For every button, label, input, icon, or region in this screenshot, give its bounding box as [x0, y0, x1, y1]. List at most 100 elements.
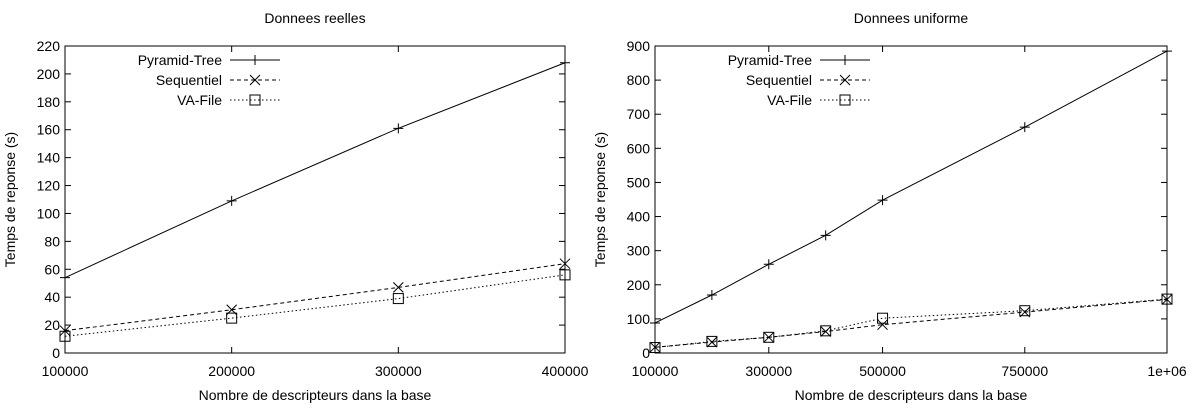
data-point-marker — [393, 123, 404, 134]
x-tick-label: 300000 — [375, 363, 422, 379]
plot-frame — [64, 45, 566, 354]
y-axis-label: Temps de reponse (s) — [592, 132, 608, 267]
legend-marker — [250, 55, 260, 65]
legend-label: Pyramid-Tree — [728, 52, 812, 68]
y-tick-label: 600 — [627, 140, 651, 156]
legend-marker — [839, 74, 851, 86]
x-tick-label: 100000 — [42, 363, 89, 379]
legend-entry: Sequentiel — [746, 72, 870, 88]
data-point-marker — [1161, 293, 1173, 305]
series-sequentiel — [59, 258, 571, 337]
x-tick-label: 400000 — [542, 363, 589, 379]
data-point-marker — [706, 290, 717, 301]
series-line — [64, 274, 566, 337]
series-pyramid-tree — [650, 46, 1172, 328]
legend-marker — [249, 94, 261, 106]
y-tick-label: 800 — [627, 72, 651, 88]
y-tick-label: 180 — [37, 94, 61, 110]
data-point-marker — [559, 258, 571, 270]
x-tick-label: 300000 — [745, 363, 792, 379]
legend-label: Sequentiel — [156, 72, 222, 88]
legend-label: Pyramid-Tree — [138, 52, 222, 68]
series-line — [64, 263, 566, 332]
data-point-marker — [706, 336, 718, 348]
y-tick-label: 0 — [642, 345, 650, 361]
legend-entry: VA-File — [767, 92, 870, 108]
legend-entry: Pyramid-Tree — [138, 52, 280, 68]
data-point-marker — [392, 282, 404, 293]
legend-marker — [249, 74, 261, 86]
y-tick-label: 220 — [37, 38, 61, 54]
series-line — [654, 298, 1168, 349]
y-tick-label: 200 — [37, 66, 61, 82]
data-point-marker — [877, 312, 889, 324]
data-point-marker — [1162, 46, 1172, 57]
y-tick-label: 200 — [627, 277, 651, 293]
y-axis-label: Temps de reponse (s) — [2, 132, 18, 267]
y-tick-label: 0 — [52, 345, 60, 361]
data-point-marker — [820, 326, 832, 337]
data-point-marker — [877, 195, 888, 206]
data-point-marker — [226, 195, 237, 206]
legend-label: VA-File — [177, 92, 222, 108]
chart-title: Donnees reelles — [264, 10, 365, 26]
data-point-marker — [226, 312, 238, 324]
chart-donnees-uniforme: Donnees uniforme 100000 300000 500000 750000… — [592, 10, 1187, 403]
x-tick-label: 100000 — [632, 363, 679, 379]
x-axis-label: Nombre de descripteurs dans la base — [199, 387, 432, 403]
plot-frame — [654, 45, 1168, 354]
data-point-marker — [1019, 122, 1030, 133]
data-point-marker — [559, 269, 571, 281]
data-point-marker — [392, 293, 404, 305]
data-point-marker — [59, 325, 71, 337]
legend-marker — [840, 55, 850, 65]
chart-title: Donnees uniforme — [854, 10, 969, 26]
y-tick-label: 140 — [37, 150, 61, 166]
data-point-marker — [1161, 294, 1173, 305]
x-tick-label: 500000 — [859, 363, 906, 379]
legend-entry: VA-File — [177, 92, 280, 108]
legend-entry: Pyramid-Tree — [728, 52, 870, 68]
series-va-file — [649, 293, 1173, 354]
y-tick-label: 20 — [44, 317, 60, 333]
data-point-marker — [763, 331, 775, 343]
data-point-marker — [763, 331, 775, 343]
y-tick-label: 40 — [44, 289, 60, 305]
data-point-marker — [60, 272, 70, 283]
legend-marker — [839, 94, 851, 106]
y-tick-label: 80 — [44, 233, 60, 249]
y-tick-label: 60 — [44, 261, 60, 277]
data-point-marker — [763, 259, 774, 270]
series-line — [654, 50, 1168, 324]
y-tick-label: 900 — [627, 38, 651, 54]
x-tick-label: 750000 — [1001, 363, 1048, 379]
data-point-marker — [59, 330, 71, 342]
y-tick-label: 300 — [627, 243, 651, 259]
y-tick-label: 120 — [37, 178, 61, 194]
x-tick-label: 1e+06 — [1147, 363, 1187, 379]
chart-donnees-reelles: Donnees reelles 100000 200000 300000 400000 0… — [2, 10, 589, 403]
series-sequentiel — [649, 294, 1173, 353]
x-axis-label: Nombre de descripteurs dans la base — [795, 387, 1028, 403]
x-tick-label: 200000 — [208, 363, 255, 379]
data-point-marker — [820, 230, 831, 241]
data-point-marker — [820, 325, 832, 337]
data-point-marker — [560, 57, 570, 68]
data-point-marker — [877, 319, 888, 331]
y-tick-label: 700 — [627, 106, 651, 122]
y-tick-label: 100 — [37, 205, 61, 221]
y-tick-label: 400 — [627, 209, 651, 225]
data-point-marker — [1019, 305, 1031, 317]
data-point-marker — [706, 335, 718, 347]
legend-entry: Sequentiel — [156, 72, 280, 88]
series-line — [64, 62, 566, 279]
data-point-marker — [650, 317, 660, 328]
y-tick-label: 100 — [627, 311, 651, 327]
y-tick-label: 500 — [627, 174, 651, 190]
legend-label: Sequentiel — [746, 72, 812, 88]
data-point-marker — [649, 342, 661, 354]
series-pyramid-tree — [60, 57, 570, 283]
legend-label: VA-File — [767, 92, 812, 108]
y-tick-label: 160 — [37, 122, 61, 138]
